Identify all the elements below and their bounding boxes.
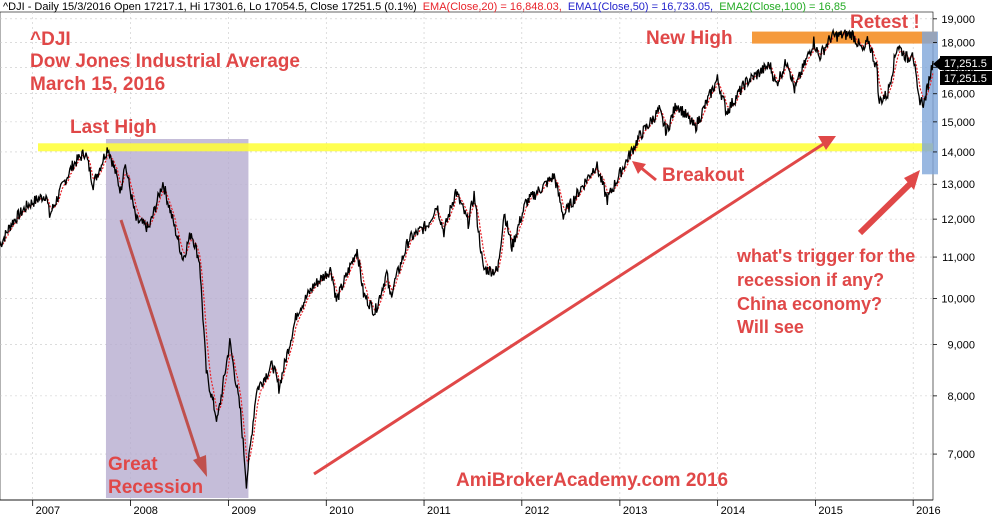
watermark: AmiBrokerAcademy.com 2016 xyxy=(456,470,728,491)
header-ema20: EMA(Close,20) = 16,848.03, xyxy=(423,1,562,13)
question-line-3: China economy? xyxy=(737,294,882,314)
question-line-4: Will see xyxy=(737,317,804,337)
y-tick-label: 16,000 xyxy=(941,89,975,101)
price-tag-a-label: 17,251.5 xyxy=(944,58,987,70)
resistance-band xyxy=(752,31,937,44)
x-axis: 2007 2008 2009 2010 2011 2012 2013 2014 2015 2016 xyxy=(0,499,941,517)
y-tick-label: 15,000 xyxy=(941,117,975,129)
breakout-label: Breakout xyxy=(662,165,745,186)
price-tag-a xyxy=(940,56,992,70)
y-tick-label: 8,000 xyxy=(947,391,975,403)
last-high-label: Last High xyxy=(70,117,157,138)
x-tick-label: 2007 xyxy=(36,505,60,517)
new-high-label: New High xyxy=(646,28,733,49)
recession-label-1: Great xyxy=(108,454,158,475)
y-tick-label: 18,000 xyxy=(941,37,975,49)
retest-label: Retest ! xyxy=(850,12,920,33)
ema20-line xyxy=(0,31,934,465)
x-tick-label: 2015 xyxy=(818,505,842,517)
x-tick-label: 2014 xyxy=(721,505,745,517)
arrows xyxy=(119,136,920,477)
retest-arrow xyxy=(857,179,915,236)
y-tick-label: 9,000 xyxy=(947,340,975,352)
y-tick-label: 12,000 xyxy=(941,214,975,226)
question-line-1: what's trigger for the xyxy=(736,246,915,266)
support-line xyxy=(38,143,933,152)
y-tick-label: 11,000 xyxy=(942,252,975,264)
x-tick-label: 2016 xyxy=(916,505,940,517)
y-tick-label: 14,000 xyxy=(941,147,975,159)
x-tick-label: 2008 xyxy=(133,505,157,517)
retest-arrow-head xyxy=(904,170,920,190)
title-name: Dow Jones Industrial Average xyxy=(30,51,300,72)
y-tick-label: 19,000 xyxy=(941,14,975,26)
breakout-arrow xyxy=(639,165,657,182)
x-tick-label: 2012 xyxy=(525,505,549,517)
price-tag-b-label: 17,251.5 xyxy=(944,73,987,85)
title-symbol: ^DJI xyxy=(30,29,71,50)
y-axis: 7,000 8,000 9,000 10,000 11,000 12,000 13,000 1… xyxy=(933,14,975,461)
recession-arrow-head xyxy=(193,455,207,477)
question-line-2: recession if any? xyxy=(737,270,884,290)
x-tick-label: 2011 xyxy=(427,505,451,517)
title-date: March 15, 2016 xyxy=(30,74,165,95)
x-tick-label: 2010 xyxy=(329,505,353,517)
recession-arrow xyxy=(119,219,202,463)
x-tick-label: 2013 xyxy=(623,505,647,517)
header-prefix: ^DJI - Daily 15/3/2016 Open 17217.1, Hi … xyxy=(3,1,417,13)
series-layer xyxy=(0,27,934,489)
uptrend-arrow xyxy=(313,139,829,476)
y-tick-label: 7,000 xyxy=(947,449,975,461)
y-tick-label: 13,000 xyxy=(941,179,975,191)
breakout-arrow-head xyxy=(632,161,646,174)
uptrend-arrow-head xyxy=(818,136,836,150)
chart-header: ^DJI - Daily 15/3/2016 Open 17217.1, Hi … xyxy=(3,1,846,13)
header-ema50: EMA1(Close,50) = 16,733.05, xyxy=(568,1,713,13)
y-tick-label: 10,000 xyxy=(941,294,975,306)
x-tick-label: 2009 xyxy=(231,505,255,517)
price-tag-arrow xyxy=(933,58,940,70)
recession-label-2: Recession xyxy=(108,477,203,498)
header-ema100: EMA2(Close,100) = 16,85 xyxy=(719,1,846,13)
price-line xyxy=(0,27,934,489)
recession-shade xyxy=(105,139,249,498)
price-tag-b xyxy=(940,71,992,85)
